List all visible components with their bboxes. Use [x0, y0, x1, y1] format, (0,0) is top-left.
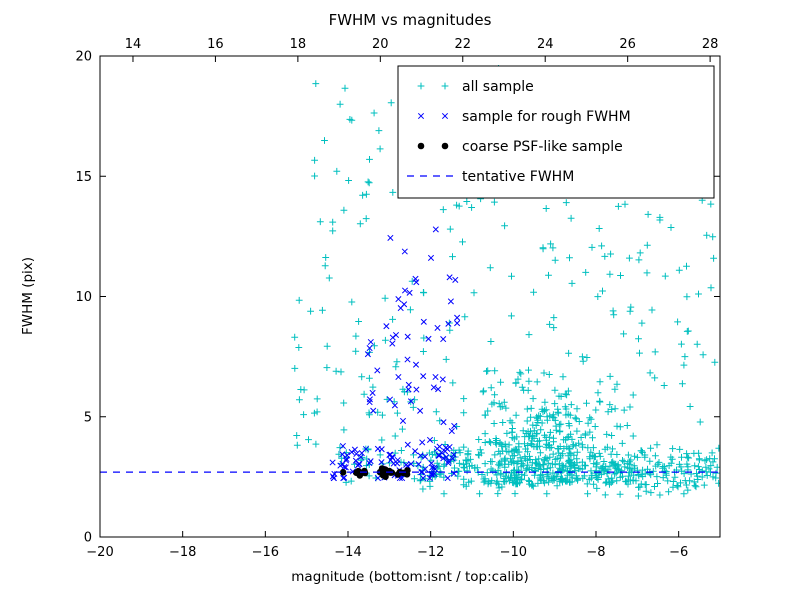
chart-title: FWHM vs magnitudes — [329, 11, 492, 29]
svg-text:5: 5 — [84, 410, 92, 425]
legend-label: all sample — [462, 79, 534, 95]
legend-label: sample for rough FWHM — [462, 109, 631, 125]
legend-label: coarse PSF-like sample — [462, 139, 623, 155]
svg-text:18: 18 — [290, 37, 307, 52]
svg-text:−18: −18 — [169, 545, 196, 560]
series-coarse-PSF-like-sample — [339, 465, 411, 481]
x-axis-label: magnitude (bottom:isnt / top:calib) — [291, 569, 528, 585]
svg-text:22: 22 — [454, 37, 471, 52]
y-axis-label: FWHM (pix) — [20, 257, 36, 335]
svg-text:−14: −14 — [334, 545, 361, 560]
svg-text:16: 16 — [207, 37, 224, 52]
svg-text:20: 20 — [75, 50, 92, 65]
legend-label: tentative FWHM — [462, 169, 574, 185]
svg-text:0: 0 — [84, 531, 92, 546]
svg-text:26: 26 — [619, 37, 636, 52]
svg-text:15: 15 — [75, 170, 92, 185]
axes-ticks: −20 −18 −16 −14 −12 −10 −8 −6 14 16 18 20 22 24 26 28 0 5… — [75, 37, 720, 560]
svg-text:24: 24 — [537, 37, 554, 52]
svg-text:20: 20 — [372, 37, 389, 52]
legend: all sample sample for rough FWHM coarse PS… — [397, 65, 715, 199]
svg-text:−8: −8 — [586, 545, 605, 560]
svg-text:28: 28 — [702, 37, 719, 52]
svg-text:−6: −6 — [669, 545, 688, 560]
series-sample-for-rough-FWHM — [329, 226, 461, 482]
svg-text:−12: −12 — [417, 545, 444, 560]
svg-text:10: 10 — [75, 290, 92, 305]
svg-text:14: 14 — [125, 37, 142, 52]
svg-text:−16: −16 — [252, 545, 279, 560]
scatter-points — [291, 65, 720, 500]
svg-text:−10: −10 — [500, 545, 527, 560]
svg-text:−20: −20 — [86, 545, 113, 560]
plot-border — [99, 55, 721, 538]
